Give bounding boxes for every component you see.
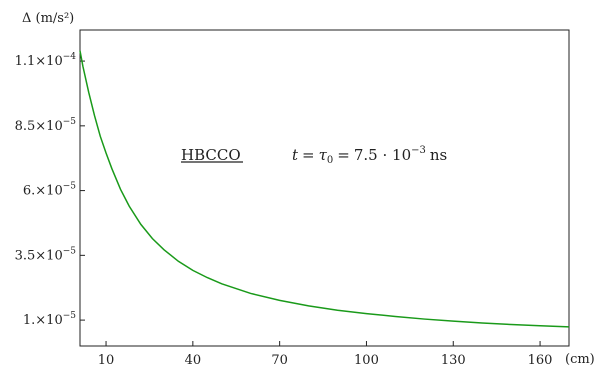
y-tick-mantissa: 1. — [23, 313, 35, 328]
y-tick-times: ×10 — [35, 184, 62, 199]
series-line — [79, 50, 570, 328]
y-tick-times: ×10 — [35, 313, 62, 328]
x-tick-label: 100 — [354, 353, 379, 368]
y-axis: 1.×10−53.5×10−56.×10−58.5×10−51.1×10−4 — [15, 52, 85, 328]
y-axis-label: Δ (m/s²) — [22, 11, 74, 26]
y-tick-exponent: −5 — [63, 246, 77, 256]
y-tick-mantissa: 3.5 — [15, 248, 36, 263]
y-tick-mantissa: 6. — [23, 184, 35, 199]
plot-frame — [79, 29, 570, 347]
y-tick-times: ×10 — [35, 54, 62, 69]
condition-eq1: = — [302, 146, 315, 164]
x-axis-title: (cm) — [565, 352, 595, 367]
x-tick-label: 70 — [271, 353, 288, 368]
y-tick-exponent: −4 — [63, 52, 77, 62]
x-tick-label: 10 — [98, 353, 115, 368]
condition-eq2: = — [337, 146, 350, 164]
y-tick-mantissa: 1.1 — [15, 54, 36, 69]
condition-lhs: t — [292, 146, 299, 164]
condition-exp: −3 — [411, 145, 426, 156]
y-tick-times: ×10 — [35, 119, 62, 134]
x-tick-label: 130 — [441, 353, 466, 368]
material-label: HBCCO — [181, 146, 241, 164]
y-tick-label: 8.5×10−5 — [15, 117, 77, 134]
y-tick-times: ×10 — [35, 248, 62, 263]
y-tick-exponent: −5 — [63, 182, 77, 192]
y-tick-exponent: −5 — [63, 117, 77, 127]
y-tick-mantissa: 8.5 — [15, 119, 36, 134]
x-tick-label: 40 — [185, 353, 202, 368]
y-tick-label: 3.5×10−5 — [15, 246, 77, 263]
x-axis: 10 40 70 100 130 160 — [98, 341, 553, 368]
condition-sub: 0 — [327, 155, 333, 166]
condition-mid: τ — [319, 146, 328, 164]
condition-unit: ns — [430, 146, 447, 164]
annotation: HBCCO t = τ0 = 7.5 · 10−3 ns — [181, 145, 447, 166]
y-tick-exponent: −5 — [63, 311, 77, 321]
y-axis-title: Δ (m/s²) — [22, 11, 74, 26]
y-tick-label: 6.×10−5 — [23, 182, 76, 199]
x-tick-label: 160 — [528, 353, 553, 368]
condition-value: 7.5 · 10 — [354, 146, 411, 164]
condition-label: t = τ0 = 7.5 · 10−3 ns — [292, 145, 447, 166]
y-tick-label: 1.1×10−4 — [15, 52, 77, 69]
y-tick-label: 1.×10−5 — [23, 311, 76, 328]
